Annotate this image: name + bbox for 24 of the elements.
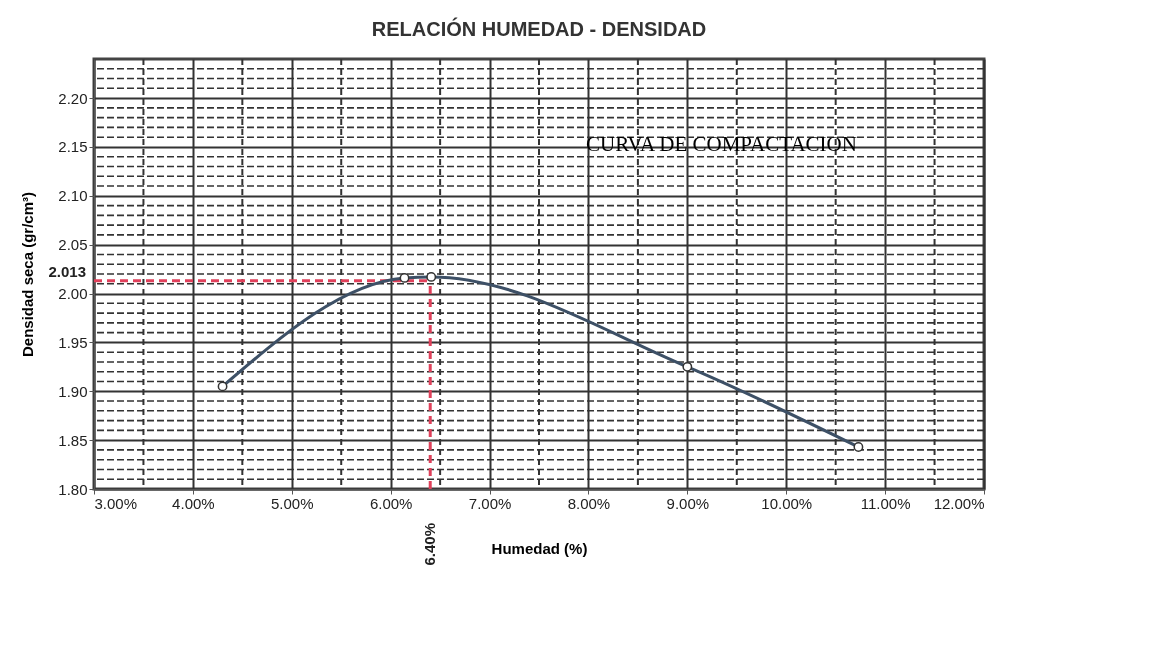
x-tick-label: 7.00% (468, 494, 512, 512)
x-tick-label: 10.00% (761, 494, 813, 512)
y-tick-label: 2.15 (58, 138, 88, 156)
x-tick-label: 9.00% (666, 494, 710, 512)
y-tick-label: 2.10 (58, 187, 88, 205)
x-tick-label: 3.00% (94, 494, 138, 512)
y-axis-title: Densidad seca (gr/cm³) (19, 191, 37, 358)
chart-title: RELACIÓN HUMEDAD - DENSIDAD (371, 17, 707, 40)
x-tick-label: 12.00% (933, 494, 985, 512)
y-tick-label: 1.85 (58, 431, 88, 449)
x-tick-label: 6.00% (369, 494, 413, 512)
y-tick-label: 1.95 (58, 333, 88, 351)
x-tick-label: 4.00% (172, 494, 215, 512)
ref-line-label: 2.013 (48, 262, 86, 280)
y-tick-label: 1.90 (58, 382, 88, 400)
x-tick-label: 11.00% (860, 494, 911, 512)
x-axis-title: Humedad (%) (491, 539, 588, 557)
y-tick-label: 2.20 (58, 89, 88, 107)
x-tick-label: 5.00% (271, 494, 314, 512)
y-tick-label: 2.05 (58, 236, 88, 254)
y-tick-label: 2.00 (58, 285, 88, 303)
x-tick-label: 8.00% (567, 494, 611, 512)
ref-line-label: 6.40% (421, 523, 439, 566)
y-tick-label: 1.80 (58, 480, 88, 498)
